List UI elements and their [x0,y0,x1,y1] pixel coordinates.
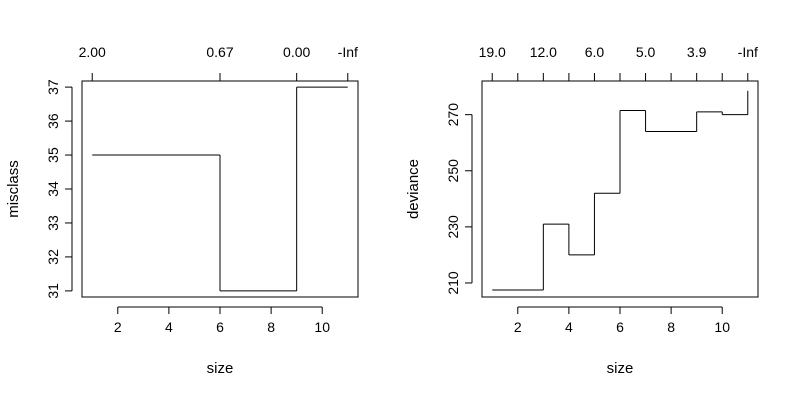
misclass-x-tick-label: 4 [165,319,173,335]
misclass-x-tick-label: 8 [267,319,275,335]
deviance-top-tick-label: 5.0 [636,44,656,60]
misclass-y-tick-label: 35 [45,147,61,163]
misclass-top-tick-label: 2.00 [79,44,106,60]
misclass-x-tick-label: 6 [216,319,224,335]
deviance-x-tick-label: 2 [514,319,522,335]
deviance-x-tick-label: 4 [565,319,573,335]
deviance-x-tick-label: 10 [714,319,730,335]
deviance-top-tick-label: -Inf [738,44,758,60]
deviance-x-tick-label: 8 [667,319,675,335]
misclass-top-tick-label: -Inf [338,44,358,60]
misclass-top-tick-label: 0.67 [206,44,233,60]
misclass-y-tick-label: 36 [45,113,61,129]
deviance-y-axis-title: deviance [405,159,422,219]
misclass-top-tick-label: 0.00 [283,44,310,60]
misclass-x-tick-label: 10 [314,319,330,335]
misclass-y-tick-label: 33 [45,215,61,231]
deviance-y-tick-label: 210 [445,271,461,295]
deviance-x-axis-title: size [607,360,634,377]
deviance-x-tick-label: 6 [616,319,624,335]
misclass-x-axis-title: size [207,360,234,377]
deviance-top-tick-label: 12.0 [530,44,557,60]
misclass-y-tick-label: 34 [45,181,61,197]
deviance-y-tick-label: 270 [445,103,461,127]
deviance-y-tick-label: 250 [445,159,461,183]
deviance-top-tick-label: 6.0 [585,44,605,60]
misclass-y-tick-label: 32 [45,249,61,265]
misclass-y-tick-label: 37 [45,79,61,95]
misclass-y-tick-label: 31 [45,283,61,299]
misclass-x-tick-label: 2 [114,319,122,335]
deviance-y-tick-label: 230 [445,215,461,239]
misclass-panel: 2 4 6 8 10 31 32 33 34 35 36 37 2.00 0.67 0.00 -Inf size… [5,44,359,377]
deviance-top-tick-label: 3.9 [687,44,707,60]
misclass-y-axis-title: misclass [5,160,22,218]
deviance-panel: 2 4 6 8 10 210 230 250 270 19.0 12.0 6.0 5.0 3.9 -Inf s… [405,44,759,377]
deviance-top-tick-label: 19.0 [479,44,506,60]
